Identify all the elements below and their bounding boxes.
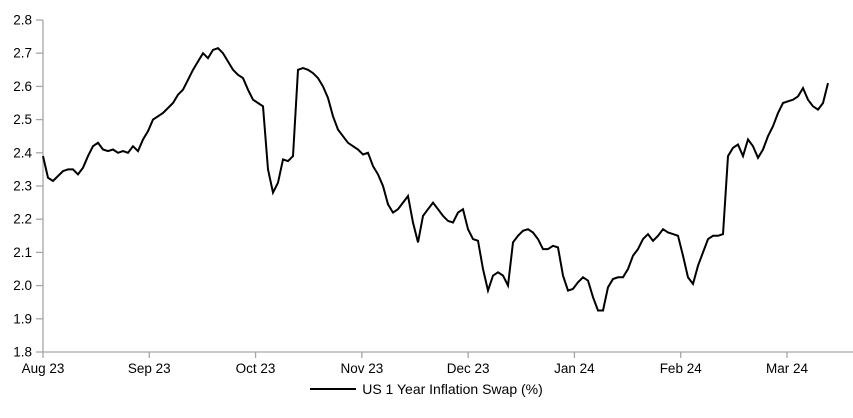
y-tick-label: 2.0 (13, 278, 32, 293)
x-tick-label: Mar 24 (766, 361, 809, 376)
x-tick-label: Oct 23 (236, 361, 276, 376)
x-tick-label: Sep 23 (128, 361, 171, 376)
y-tick-label: 2.5 (13, 112, 32, 127)
x-tick-label: Jan 24 (554, 361, 595, 376)
x-tick-label: Aug 23 (22, 361, 65, 376)
series-line (42, 47, 829, 312)
y-tick-label: 2.6 (13, 79, 32, 94)
legend-label: US 1 Year Inflation Swap (%) (362, 381, 543, 397)
legend: US 1 Year Inflation Swap (%) (0, 380, 853, 398)
y-tick-label: 2.7 (13, 46, 32, 61)
y-tick-label: 1.8 (13, 345, 32, 360)
y-tick-label: 2.4 (13, 145, 32, 160)
x-tick-label: Feb 24 (660, 361, 703, 376)
y-tick-label: 2.1 (13, 245, 32, 260)
y-tick-label: 2.3 (13, 179, 32, 194)
x-tick-label: Nov 23 (340, 361, 383, 376)
x-tick-label: Dec 23 (447, 361, 490, 376)
y-tick-label: 2.8 (13, 13, 32, 28)
y-tick-label: 2.2 (13, 212, 32, 227)
y-tick-label: 1.9 (13, 311, 32, 326)
legend-line-marker (310, 388, 357, 390)
